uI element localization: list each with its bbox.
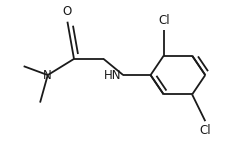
Text: Cl: Cl bbox=[157, 14, 169, 27]
Text: N: N bbox=[43, 69, 52, 82]
Text: O: O bbox=[62, 5, 72, 18]
Text: Cl: Cl bbox=[199, 124, 210, 137]
Text: HN: HN bbox=[104, 69, 121, 82]
